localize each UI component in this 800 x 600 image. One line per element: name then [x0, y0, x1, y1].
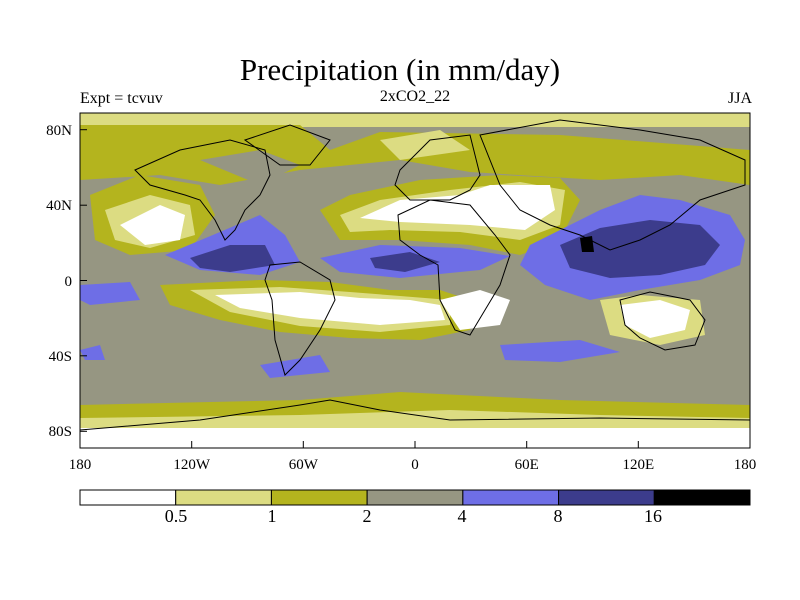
colorbar-swatch [270, 489, 368, 506]
field-greenland-gray [200, 150, 300, 185]
run-label: 2xCO2_22 [379, 88, 451, 105]
y-tick-label: 80S [49, 424, 72, 440]
colorbar-swatch [366, 489, 464, 506]
x-tick-label: 60W [289, 457, 319, 473]
field-safrica-dry [440, 290, 510, 330]
colorbar-swatch [175, 489, 272, 506]
field-australia-dry [620, 300, 690, 338]
y-tick-label: 40S [49, 349, 72, 365]
x-tick-label: 120E [622, 457, 654, 473]
y-tick-label: 0 [65, 274, 73, 290]
precipitation-field [80, 113, 750, 448]
field-monsoon-very-wet [560, 220, 720, 278]
field-epacific-very-wet [190, 245, 275, 272]
y-tick-label: 80N [46, 123, 72, 139]
field-sh-wet-3 [500, 340, 620, 362]
colorbar-label: 0.5 [164, 506, 188, 526]
x-tick-label: 180 [69, 457, 92, 473]
colorbar-swatch [462, 489, 560, 506]
colorbar-swatch [558, 489, 655, 506]
experiment-label: Expt = tcvuv [80, 90, 163, 107]
field-arctic-light [80, 113, 750, 127]
x-axis-labels: 180 120W 60W 0 60E 120E 180 [69, 457, 757, 473]
x-tick-label: 180 [734, 457, 757, 473]
map-title: Precipitation (in mm/day) [239, 52, 561, 87]
colorbar-label: 16 [644, 506, 662, 526]
x-tick-label: 0 [411, 457, 419, 473]
colorbar-label: 4 [457, 506, 467, 526]
colorbar-label: 2 [362, 506, 372, 526]
y-tick-label: 40N [46, 198, 72, 214]
colorbar-label: 1 [267, 506, 277, 526]
y-axis-labels: 80N 40N 0 40S 80S [46, 123, 72, 440]
colorbar-swatch [653, 489, 751, 506]
field-pacific-wet [80, 282, 140, 305]
x-tick-label: 120W [173, 457, 211, 473]
coastlines [80, 119, 750, 431]
colorbar [79, 489, 751, 506]
field-sh-wet-2 [260, 355, 330, 378]
field-sahara-dry [360, 185, 555, 230]
field-antarctic-dry [80, 428, 750, 448]
colorbar-swatch [79, 489, 177, 506]
tick-marks [79, 129, 751, 448]
field-npacific-dry [120, 205, 185, 245]
season-label: JJA [727, 90, 752, 107]
x-tick-label: 60E [515, 457, 539, 473]
colorbar-label: 8 [553, 506, 563, 526]
field-africa-very-wet [370, 252, 440, 272]
